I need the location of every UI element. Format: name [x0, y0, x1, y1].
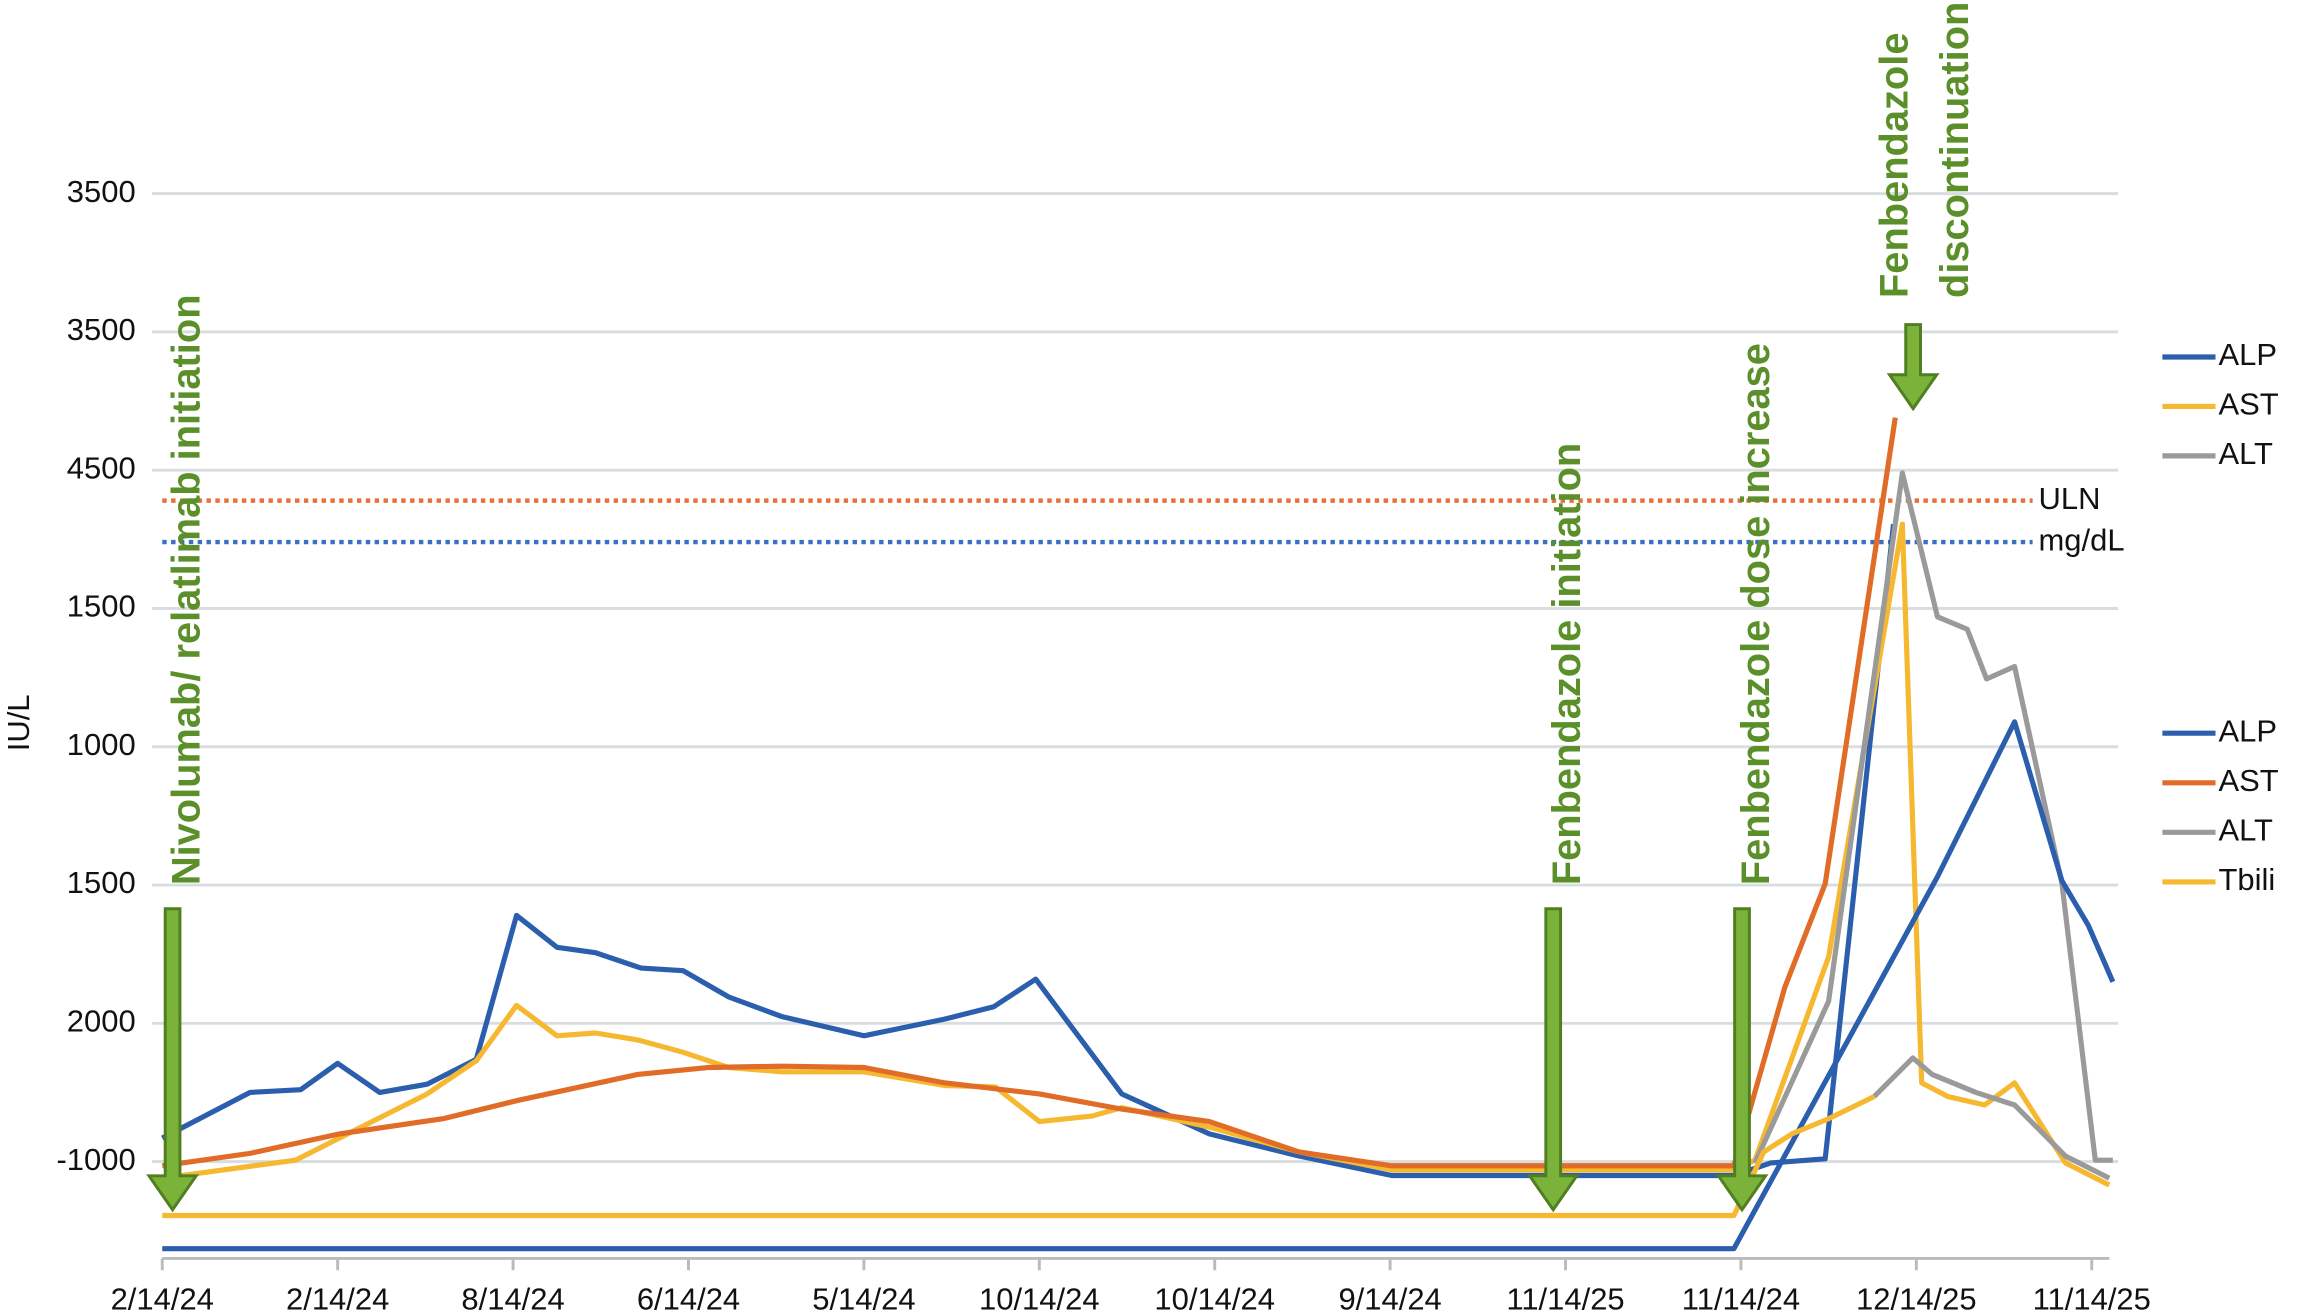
reference-label: ULN [2038, 481, 2100, 516]
x-tick-label: 5/14/24 [812, 1281, 915, 1313]
series-line [162, 719, 2116, 1252]
legend-label: ALP [2218, 337, 2277, 372]
annotation: Nivolumab/ relatlimab initiation [164, 294, 208, 885]
x-tick-label: 11/14/25 [1506, 1281, 1624, 1313]
x-tick-label: 11/14/25 [2033, 1281, 2151, 1313]
x-tick-label: 12/14/25 [1856, 1281, 1977, 1313]
y-axis-label: IU/L [1, 694, 36, 751]
arrow [146, 907, 200, 1213]
legend-label: AST [2218, 387, 2278, 422]
arrow [1886, 323, 1940, 412]
annotation: discontinuation [1933, 2, 1977, 298]
x-tick-label: 2/14/24 [111, 1281, 214, 1313]
y-tick-label: 3500 [67, 174, 136, 209]
y-tick-label: 1000 [67, 727, 136, 762]
annotation: Fenbendazole initiation [1545, 443, 1589, 885]
annotation: Fenbendazole [1872, 33, 1916, 298]
series-line [161, 521, 2111, 1188]
x-tick-label: 8/14/24 [461, 1281, 564, 1313]
reference-label: mg/dL [2038, 522, 2124, 557]
legend-label: ALT [2218, 436, 2273, 471]
series-line [161, 417, 1898, 1169]
series-line [1872, 1055, 2111, 1181]
event-arrows [146, 323, 1940, 1213]
y-tick-label: -1000 [56, 1142, 135, 1177]
y-tick-label: 4500 [67, 450, 136, 485]
x-tick-label: 10/14/24 [979, 1281, 1100, 1313]
x-tick-label: 2/14/24 [286, 1281, 389, 1313]
series-line [161, 523, 1897, 1179]
series-line [1752, 470, 2113, 1165]
legend-label: ALP [2218, 713, 2277, 748]
y-tick-label: 2000 [67, 1004, 136, 1039]
arrow [1715, 907, 1769, 1213]
arrow [1526, 907, 1580, 1213]
annotation: Fenbendazole dose increase [1734, 343, 1778, 885]
x-tick-label: 11/14/24 [1682, 1281, 1800, 1313]
legend-label: Tbili [2218, 862, 2275, 897]
y-tick-label: 3500 [67, 312, 136, 347]
x-tick-label: 10/14/24 [1154, 1281, 1275, 1313]
x-tick-label: 9/14/24 [1338, 1281, 1441, 1313]
y-tick-label: 1500 [67, 589, 136, 624]
legend-label: AST [2218, 763, 2278, 798]
y-tick-label: 1500 [67, 865, 136, 900]
legend-label: ALT [2218, 813, 2273, 848]
x-tick-label: 6/14/24 [637, 1281, 740, 1313]
series-line [162, 1094, 1876, 1219]
